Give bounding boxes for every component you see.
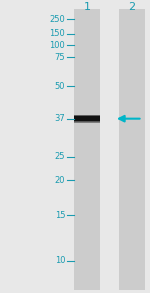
Bar bbox=[74, 9, 100, 290]
Text: 10: 10 bbox=[55, 256, 65, 265]
Text: 100: 100 bbox=[50, 41, 65, 50]
Text: 25: 25 bbox=[55, 152, 65, 161]
Text: 50: 50 bbox=[55, 82, 65, 91]
Text: 1: 1 bbox=[84, 2, 90, 12]
Bar bbox=[74, 116, 100, 121]
Bar bbox=[119, 9, 145, 290]
Text: 2: 2 bbox=[128, 2, 136, 12]
Text: 250: 250 bbox=[50, 15, 65, 23]
Text: 37: 37 bbox=[54, 114, 65, 123]
Text: 20: 20 bbox=[55, 176, 65, 185]
Text: 75: 75 bbox=[55, 53, 65, 62]
Text: 150: 150 bbox=[50, 29, 65, 38]
Text: 15: 15 bbox=[55, 211, 65, 220]
